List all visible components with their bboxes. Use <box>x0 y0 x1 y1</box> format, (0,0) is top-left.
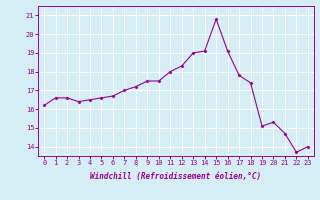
X-axis label: Windchill (Refroidissement éolien,°C): Windchill (Refroidissement éolien,°C) <box>91 172 261 181</box>
